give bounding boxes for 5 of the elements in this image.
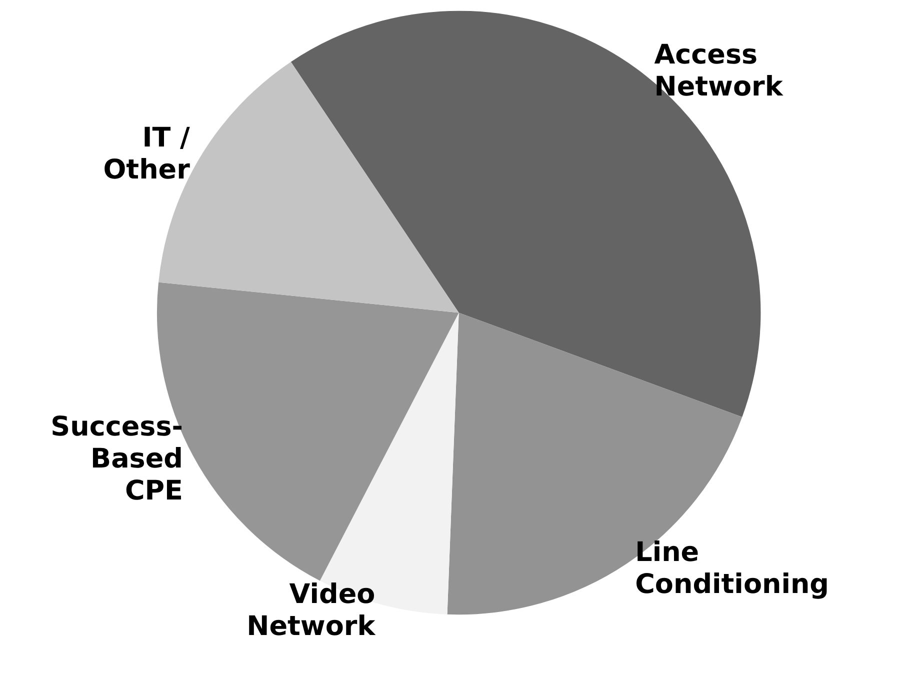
slice-label: Video Network xyxy=(246,578,376,642)
slice-label: Line Conditioning xyxy=(635,537,830,600)
slice-label: IT / Other xyxy=(103,122,191,186)
slice-label: Success- Based CPE xyxy=(50,412,184,507)
slice-label: Access Network xyxy=(654,39,784,102)
